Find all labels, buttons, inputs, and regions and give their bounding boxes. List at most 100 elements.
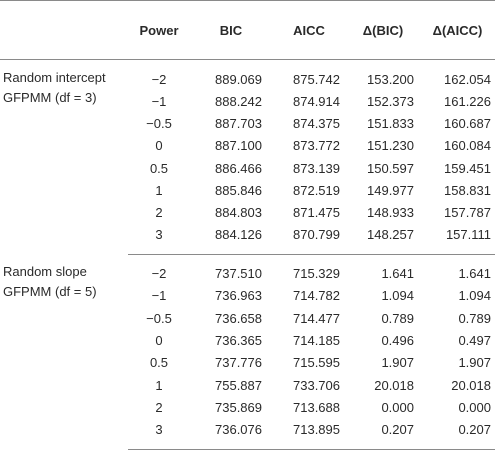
power-cell: 0.5 [149,160,169,176]
aicc-cell: 715.595 [293,355,340,371]
bic-cell: 885.846 [215,182,262,198]
aicc-cell: 873.139 [293,160,340,176]
aicc-cell: 714.185 [293,333,340,349]
bic-cell: 888.242 [215,93,262,109]
header-bic: BIC [190,0,272,60]
table-row: Random slope GFPMM (df = 5) −2 737.510 715.3… [0,254,495,299]
table-row: 2 884.803 871.475 148.933 157.787 [0,201,495,223]
delta-aicc-cell: 157.787 [444,205,491,221]
model-label-line2: GFPMM (df = 3) [3,90,97,105]
bic-cell: 886.466 [215,160,262,176]
aicc-cell: 733.706 [293,377,340,393]
bic-cell: 884.803 [215,205,262,221]
power-cell: −2 [151,266,167,282]
power-cell: 1 [155,182,163,198]
aicc-cell: 715.329 [293,266,340,282]
aicc-cell: 871.475 [293,205,340,221]
header-delta-bic: Δ(BIC) [346,0,420,60]
bic-cell: 736.076 [190,418,272,450]
table-row: Random intercept GFPMM (df = 3) −2 889.069 8… [0,60,495,105]
table-row: 0 736.365 714.185 0.496 0.497 [0,329,495,351]
delta-aicc-cell: 157.111 [420,223,495,255]
aicc-cell: 713.895 [272,418,346,450]
table-header: Power BIC AICC Δ(BIC) Δ(AICC) [0,0,495,60]
power-cell: 0 [155,333,163,349]
bic-cell: 736.963 [215,288,262,304]
bic-cell: 889.069 [215,71,262,87]
power-cell: −2 [151,71,167,87]
power-cell: 1 [155,377,163,393]
delta-bic-cell: 0.496 [381,333,414,349]
delta-aicc-cell: 158.831 [444,182,491,198]
power-cell: −1 [151,93,167,109]
power-cell: 2 [155,205,163,221]
delta-bic-cell: 151.230 [367,138,414,154]
delta-bic-cell: 149.977 [367,182,414,198]
delta-bic-cell: 1.907 [381,355,414,371]
model-label: Random slope GFPMM (df = 5) [0,254,128,449]
delta-bic-cell: 1.094 [381,288,414,304]
power-cell: −1 [151,288,167,304]
model-label-line2: GFPMM (df = 5) [3,284,97,300]
power-cell: 3 [128,223,190,255]
aicc-cell: 875.742 [293,71,340,87]
delta-aicc-cell: 161.226 [444,93,491,109]
power-cell: −0.5 [146,310,172,326]
aicc-cell: 714.782 [293,288,340,304]
delta-aicc-cell: 0.497 [458,333,491,349]
delta-bic-cell: 20.018 [374,377,414,393]
bic-cell: 736.365 [215,333,262,349]
header-delta-aicc: Δ(AICC) [420,0,495,60]
delta-bic-cell: 150.597 [367,160,414,176]
power-cell: 0 [155,138,163,154]
aicc-cell: 713.688 [293,399,340,415]
table-row: −1 888.242 874.914 152.373 161.226 [0,90,495,112]
aicc-cell: 714.477 [293,310,340,326]
table-row: 2 735.869 713.688 0.000 0.000 [0,396,495,418]
table-row: −0.5 736.658 714.477 0.789 0.789 [0,307,495,329]
aicc-cell: 873.772 [293,138,340,154]
model-label: Random intercept GFPMM (df = 3) [0,60,128,255]
table-row: 0.5 737.776 715.595 1.907 1.907 [0,352,495,374]
delta-aicc-cell: 0.207 [420,418,495,450]
bic-cell: 737.776 [215,355,262,371]
power-cell: 0.5 [149,355,169,371]
table-row: 0 887.100 873.772 151.230 160.084 [0,135,495,157]
delta-aicc-cell: 0.789 [458,310,491,326]
delta-bic-cell: 152.373 [367,93,414,109]
bic-cell: 735.869 [215,399,262,415]
power-cell: 2 [155,399,163,415]
model-label-line1: Random slope [3,264,87,280]
delta-bic-cell: 0.000 [381,399,414,415]
table-row: −0.5 887.703 874.375 151.833 160.687 [0,112,495,134]
header-aicc: AICC [272,0,346,60]
bic-cell: 887.100 [215,138,262,154]
table-row: 3 736.076 713.895 0.207 0.207 [0,418,495,450]
power-cell: 3 [128,418,190,450]
aicc-cell: 870.799 [272,223,346,255]
delta-bic-cell: 148.257 [346,223,420,255]
table-row: 3 884.126 870.799 148.257 157.111 [0,223,495,255]
group-random-slope: Random slope GFPMM (df = 5) −2 737.510 715.3… [0,254,495,450]
aicc-cell: 874.375 [293,115,340,131]
header-power: Power [128,0,190,60]
delta-aicc-cell: 1.094 [458,288,491,304]
aicc-cell: 874.914 [293,93,340,109]
delta-aicc-cell: 1.641 [458,266,491,282]
delta-bic-cell: 0.789 [381,310,414,326]
delta-bic-cell: 153.200 [367,71,414,87]
delta-bic-cell: 1.641 [381,266,414,282]
model-label-line1: Random intercept [3,70,106,85]
header-row: Power BIC AICC Δ(BIC) Δ(AICC) [0,0,495,60]
table-row: 1 755.887 733.706 20.018 20.018 [0,374,495,396]
delta-aicc-cell: 1.907 [458,355,491,371]
table-row: 1 885.846 872.519 149.977 158.831 [0,179,495,201]
bic-cell: 755.887 [215,377,262,393]
bic-cell: 887.703 [215,115,262,131]
delta-aicc-cell: 160.687 [444,115,491,131]
delta-aicc-cell: 162.054 [444,71,491,87]
delta-bic-cell: 148.933 [367,205,414,221]
table-row: −1 736.963 714.782 1.094 1.094 [0,285,495,307]
